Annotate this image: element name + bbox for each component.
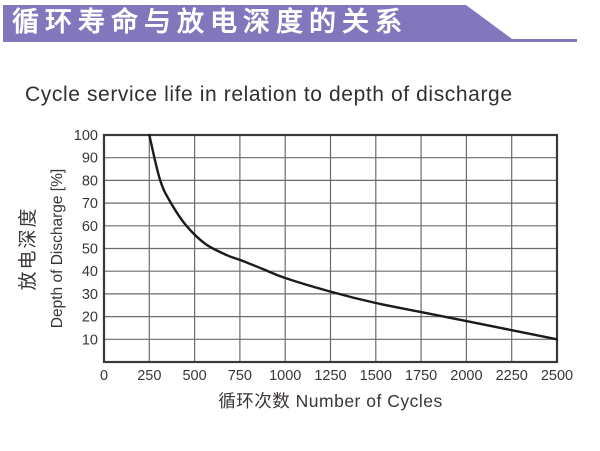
- x-tick-label: 2000: [450, 368, 482, 384]
- chart-title: Cycle service life in relation to depth …: [25, 83, 513, 106]
- y-tick-label: 60: [82, 219, 98, 235]
- y-tick-label: 50: [82, 242, 98, 258]
- x-tick-label: 1250: [314, 368, 346, 384]
- y-axis-title-en: Depth of Discharge [%]: [49, 169, 66, 328]
- x-tick-label: 0: [100, 368, 108, 384]
- x-axis-title: 循环次数 Number of Cycles: [218, 391, 442, 411]
- y-tick-label: 80: [82, 173, 98, 189]
- y-tick-label: 30: [82, 287, 98, 303]
- plot-border: [102, 133, 559, 364]
- dod-curve: [148, 133, 559, 341]
- x-tick-label: 1000: [269, 368, 301, 384]
- x-tick-label: 2250: [496, 368, 528, 384]
- header-banner: 循环寿命与放电深度的关系: [3, 5, 577, 42]
- y-axis-title-cn: 放电深度: [17, 206, 39, 290]
- y-tick-label: 20: [82, 310, 98, 326]
- banner-title: 循环寿命与放电深度的关系: [12, 6, 408, 37]
- x-tick-label: 250: [137, 368, 161, 384]
- y-tick-label: 70: [82, 196, 98, 212]
- y-tick-label: 90: [82, 151, 98, 167]
- y-tick-label: 40: [82, 264, 98, 280]
- x-tick-label: 2500: [541, 368, 573, 384]
- x-tick-label: 1500: [360, 368, 392, 384]
- x-tick-label: 500: [182, 368, 206, 384]
- y-tick-label: 100: [74, 128, 98, 144]
- y-tick-label: 10: [82, 332, 98, 348]
- x-tick-label: 1750: [405, 368, 437, 384]
- x-tick-label: 750: [228, 368, 252, 384]
